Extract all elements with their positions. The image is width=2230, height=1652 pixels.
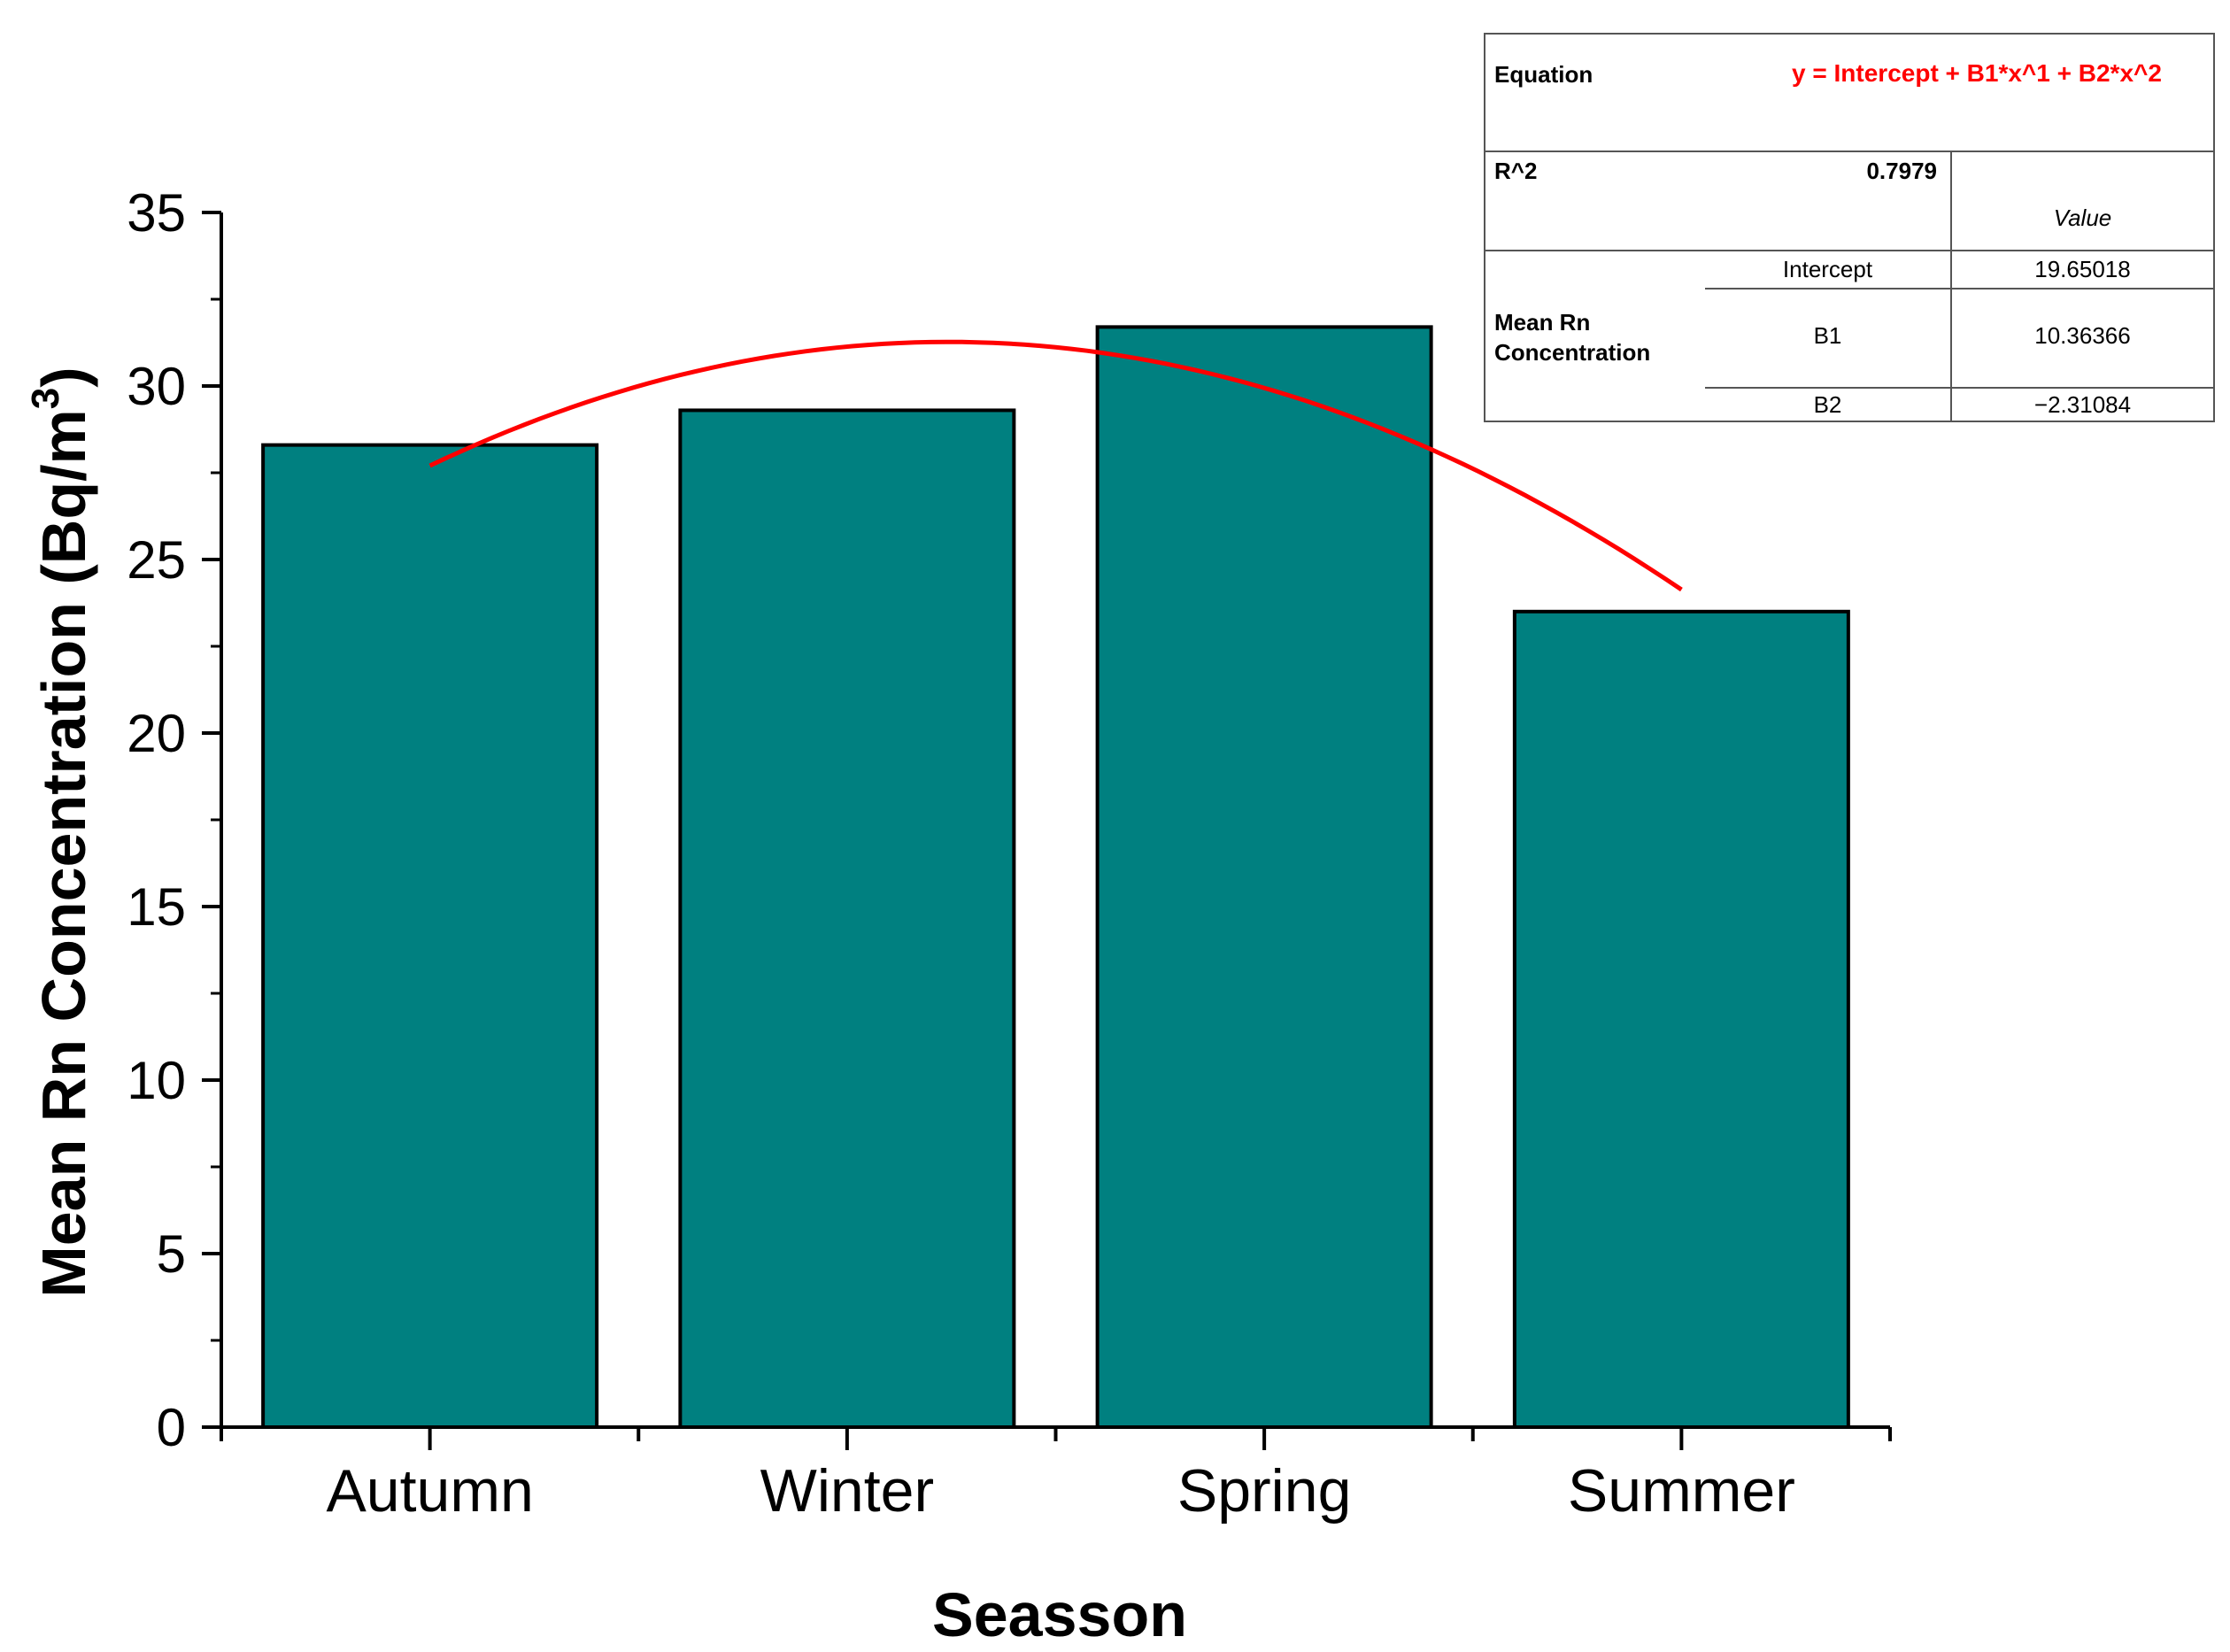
- y-axis-title-superscript: 3: [24, 388, 67, 409]
- table-divider: [1485, 250, 2213, 251]
- bars-layer: [261, 325, 1850, 1430]
- axes-layer: [202, 211, 1892, 1450]
- table-divider: [1485, 151, 2213, 152]
- param-b2-value: −2.31084: [2033, 391, 2132, 418]
- fit-results-table: Equation y = Intercept + B1*x^1 + B2*x^2…: [1484, 33, 2215, 422]
- param-b1: B1: [1813, 322, 1842, 349]
- y-tick-label: 30: [127, 357, 186, 416]
- table-divider: [1950, 151, 1952, 421]
- x-tick-label: Spring: [1177, 1457, 1352, 1525]
- y-tick-label: 5: [157, 1224, 186, 1284]
- series-name-line-2: Concentration: [1494, 339, 1651, 366]
- x-tick-label: Winter: [760, 1457, 934, 1525]
- table-divider: [1705, 387, 2213, 389]
- bar-spring: [1095, 325, 1433, 1429]
- r-squared-label: R^2: [1494, 158, 1538, 184]
- y-tick-label: 20: [127, 704, 186, 763]
- y-axis-title-close: ): [29, 367, 98, 387]
- series-name-label: Mean Rn Concentration: [1494, 307, 1650, 367]
- series-name-line-1: Mean Rn: [1494, 309, 1591, 336]
- y-tick-label: 10: [127, 1051, 186, 1110]
- y-tick-label: 15: [127, 877, 186, 937]
- r-squared-value: 0.7979: [1866, 158, 1937, 184]
- equation-label: Equation: [1494, 61, 1593, 88]
- y-axis-title: Mean Rn Concentration (Bq/m3): [24, 367, 98, 1297]
- param-b2: B2: [1813, 391, 1842, 418]
- y-axis-title-main: Mean Rn Concentration (Bq/m: [29, 409, 98, 1297]
- y-tick-label: 25: [127, 530, 186, 590]
- equation-text: y = Intercept + B1*x^1 + B2*x^2: [1792, 59, 2162, 87]
- value-header: Value: [2053, 205, 2112, 231]
- table-divider: [1705, 288, 2213, 289]
- labels-layer: Autumn Winter Spring Summer 0 5 10 15 20 25 30 35: [127, 183, 1795, 1525]
- fit-curve: [428, 339, 1683, 592]
- y-tick-label: 35: [127, 183, 186, 243]
- param-intercept: Intercept: [1782, 256, 1873, 282]
- x-tick-label: Autumn: [326, 1457, 533, 1525]
- bar-summer: [1512, 609, 1850, 1429]
- param-b1-value: 10.36366: [2034, 322, 2131, 349]
- param-intercept-value: 19.65018: [2034, 256, 2131, 282]
- bar-autumn: [261, 443, 599, 1429]
- y-tick-label: 0: [157, 1398, 186, 1457]
- bar-winter: [678, 408, 1016, 1430]
- x-tick-label: Summer: [1568, 1457, 1795, 1525]
- x-axis-title: Seasson: [932, 1580, 1187, 1649]
